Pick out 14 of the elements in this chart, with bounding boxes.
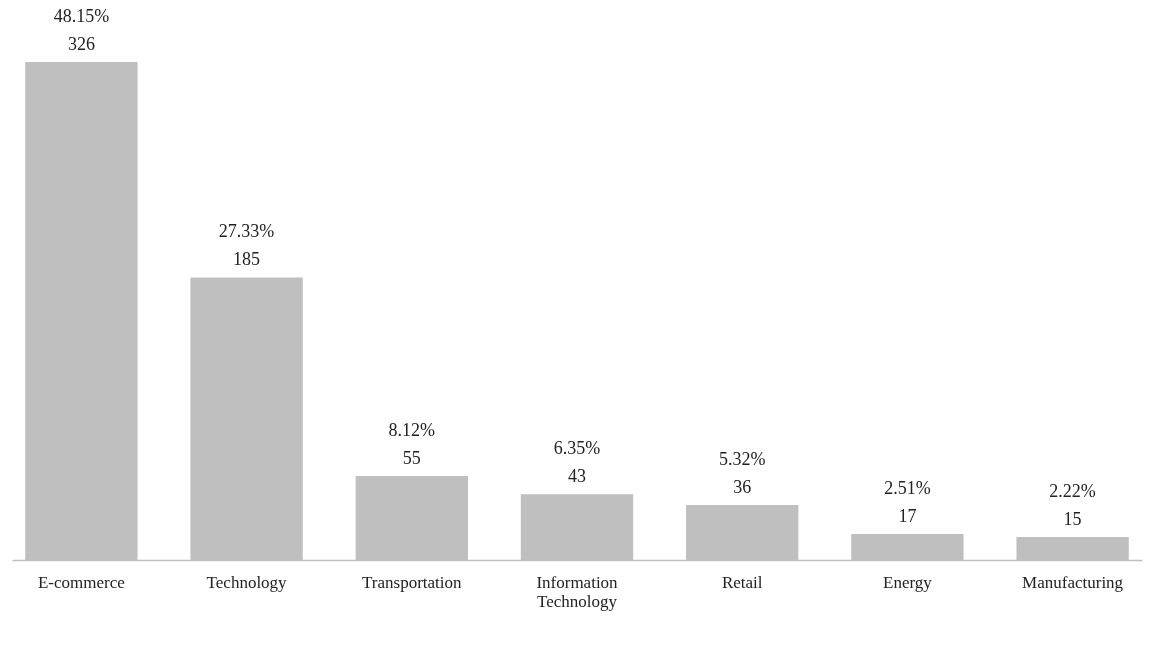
- x-tick-label: Technology: [206, 572, 288, 592]
- x-tick-label: Information Technology: [536, 572, 619, 611]
- data-label: 2.51% 17: [884, 478, 931, 527]
- x-tick-label: Energy: [883, 572, 933, 592]
- data-label: 48.15% 326: [53, 6, 110, 54]
- data-label: 2.22% 15: [1049, 481, 1096, 530]
- data-label: 8.12% 55: [388, 419, 436, 468]
- x-tick-label: Transportation: [362, 572, 463, 592]
- data-label: 6.35% 43: [553, 438, 601, 487]
- data-label: 27.33% 185: [218, 221, 275, 270]
- x-tick-label: Retail: [721, 572, 763, 592]
- x-tick-label: E-commerce: [37, 572, 125, 592]
- data-label: 5.32% 36: [718, 449, 766, 498]
- x-tick-label: Manufacturing: [1022, 572, 1124, 592]
